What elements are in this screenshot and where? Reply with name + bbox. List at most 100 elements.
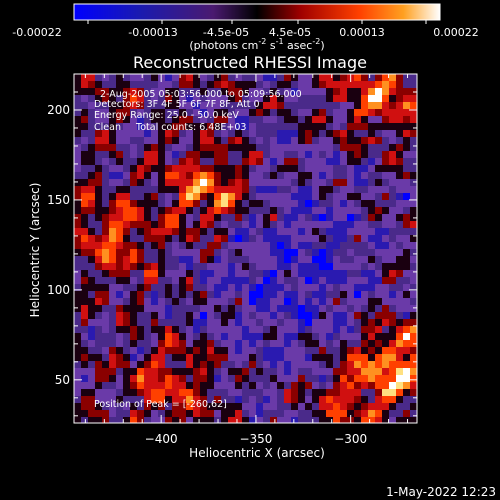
heatmap-cell	[116, 340, 124, 348]
heatmap-cell	[137, 354, 145, 362]
heatmap-cell	[193, 284, 201, 292]
heatmap-cell	[382, 179, 390, 187]
heatmap-cell	[340, 186, 348, 194]
heatmap-cell	[221, 417, 229, 423]
heatmap-cell	[102, 151, 110, 159]
heatmap-cell	[389, 151, 397, 159]
heatmap-cell	[389, 249, 397, 257]
heatmap-cell	[193, 403, 201, 411]
heatmap-cell	[214, 88, 222, 96]
heatmap-cell	[305, 333, 313, 341]
heatmap-cell	[361, 389, 369, 397]
heatmap-cell	[200, 221, 208, 229]
heatmap-cell	[116, 242, 124, 250]
heatmap-cell	[242, 95, 250, 103]
heatmap-cell	[354, 88, 362, 96]
heatmap-cell	[165, 95, 173, 103]
heatmap-cell	[354, 179, 362, 187]
heatmap-cell	[277, 214, 285, 222]
heatmap-cell	[256, 137, 264, 145]
heatmap-cell	[95, 214, 103, 222]
heatmap-cell	[368, 354, 376, 362]
heatmap-cell	[340, 214, 348, 222]
heatmap-cell	[228, 270, 236, 278]
heatmap-cell	[235, 417, 243, 423]
heatmap-cell	[319, 200, 327, 208]
heatmap-cell	[179, 389, 187, 397]
heatmap-cell	[396, 305, 404, 313]
heatmap-cell	[347, 221, 355, 229]
heatmap-cell	[130, 130, 138, 138]
heatmap-cell	[389, 214, 397, 222]
heatmap-cell	[270, 179, 278, 187]
heatmap-cell	[270, 417, 278, 423]
heatmap-cell	[277, 375, 285, 383]
heatmap-cell	[326, 200, 334, 208]
heatmap-cell	[410, 137, 417, 145]
heatmap-cell	[186, 270, 194, 278]
heatmap-cell	[277, 305, 285, 313]
heatmap-cell	[382, 284, 390, 292]
heatmap-cell	[214, 326, 222, 334]
heatmap-cell	[130, 123, 138, 131]
heatmap-cell	[368, 403, 376, 411]
heatmap-cell	[228, 333, 236, 341]
heatmap-cell	[340, 340, 348, 348]
heatmap-cell	[207, 221, 215, 229]
heatmap-cell	[305, 368, 313, 376]
heatmap-cell	[151, 88, 159, 96]
heatmap-cell	[130, 312, 138, 320]
heatmap-cell	[88, 123, 96, 131]
heatmap-cell	[361, 74, 369, 82]
heatmap-cell	[228, 298, 236, 306]
heatmap-cell	[242, 123, 250, 131]
heatmap-cell	[88, 403, 96, 411]
heatmap-cell	[284, 326, 292, 334]
heatmap-cell	[144, 249, 152, 257]
heatmap-cell	[221, 256, 229, 264]
heatmap-cell	[284, 305, 292, 313]
heatmap-cell	[95, 347, 103, 355]
heatmap-cell	[228, 403, 236, 411]
heatmap-cell	[291, 347, 299, 355]
heatmap-cell	[193, 417, 201, 423]
heatmap-cell	[382, 151, 390, 159]
heatmap-cell	[277, 123, 285, 131]
heatmap-cell	[319, 88, 327, 96]
heatmap-cell	[81, 228, 89, 236]
heatmap-cell	[186, 291, 194, 299]
heatmap-cell	[109, 74, 117, 82]
heatmap-cell	[151, 130, 159, 138]
heatmap-cell	[228, 221, 236, 229]
heatmap-cell	[88, 319, 96, 327]
heatmap-cell	[200, 158, 208, 166]
heatmap-cell	[221, 277, 229, 285]
heatmap-cell	[221, 200, 229, 208]
heatmap-cell	[186, 396, 194, 404]
heatmap-cell	[270, 298, 278, 306]
heatmap-cell	[172, 249, 180, 257]
heatmap-cell	[312, 263, 320, 271]
heatmap-cell	[137, 389, 145, 397]
heatmap-cell	[214, 165, 222, 173]
heatmap-cell	[270, 263, 278, 271]
heatmap-cell	[298, 151, 306, 159]
heatmap-cell	[74, 151, 82, 159]
heatmap-cell	[291, 88, 299, 96]
heatmap-cell	[340, 193, 348, 201]
heatmap-cell	[361, 277, 369, 285]
heatmap-cell	[368, 151, 376, 159]
heatmap-cell	[298, 81, 306, 89]
heatmap-cell	[347, 116, 355, 124]
heatmap-cell	[298, 277, 306, 285]
heatmap-cell	[95, 200, 103, 208]
heatmap-cell	[207, 109, 215, 117]
heatmap-cell	[207, 242, 215, 250]
heatmap-cell	[179, 207, 187, 215]
heatmap-cell	[305, 263, 313, 271]
heatmap-cell	[305, 151, 313, 159]
heatmap-cell	[242, 144, 250, 152]
heatmap-cell	[137, 319, 145, 327]
heatmap-cell	[109, 333, 117, 341]
heatmap-cell	[263, 109, 271, 117]
